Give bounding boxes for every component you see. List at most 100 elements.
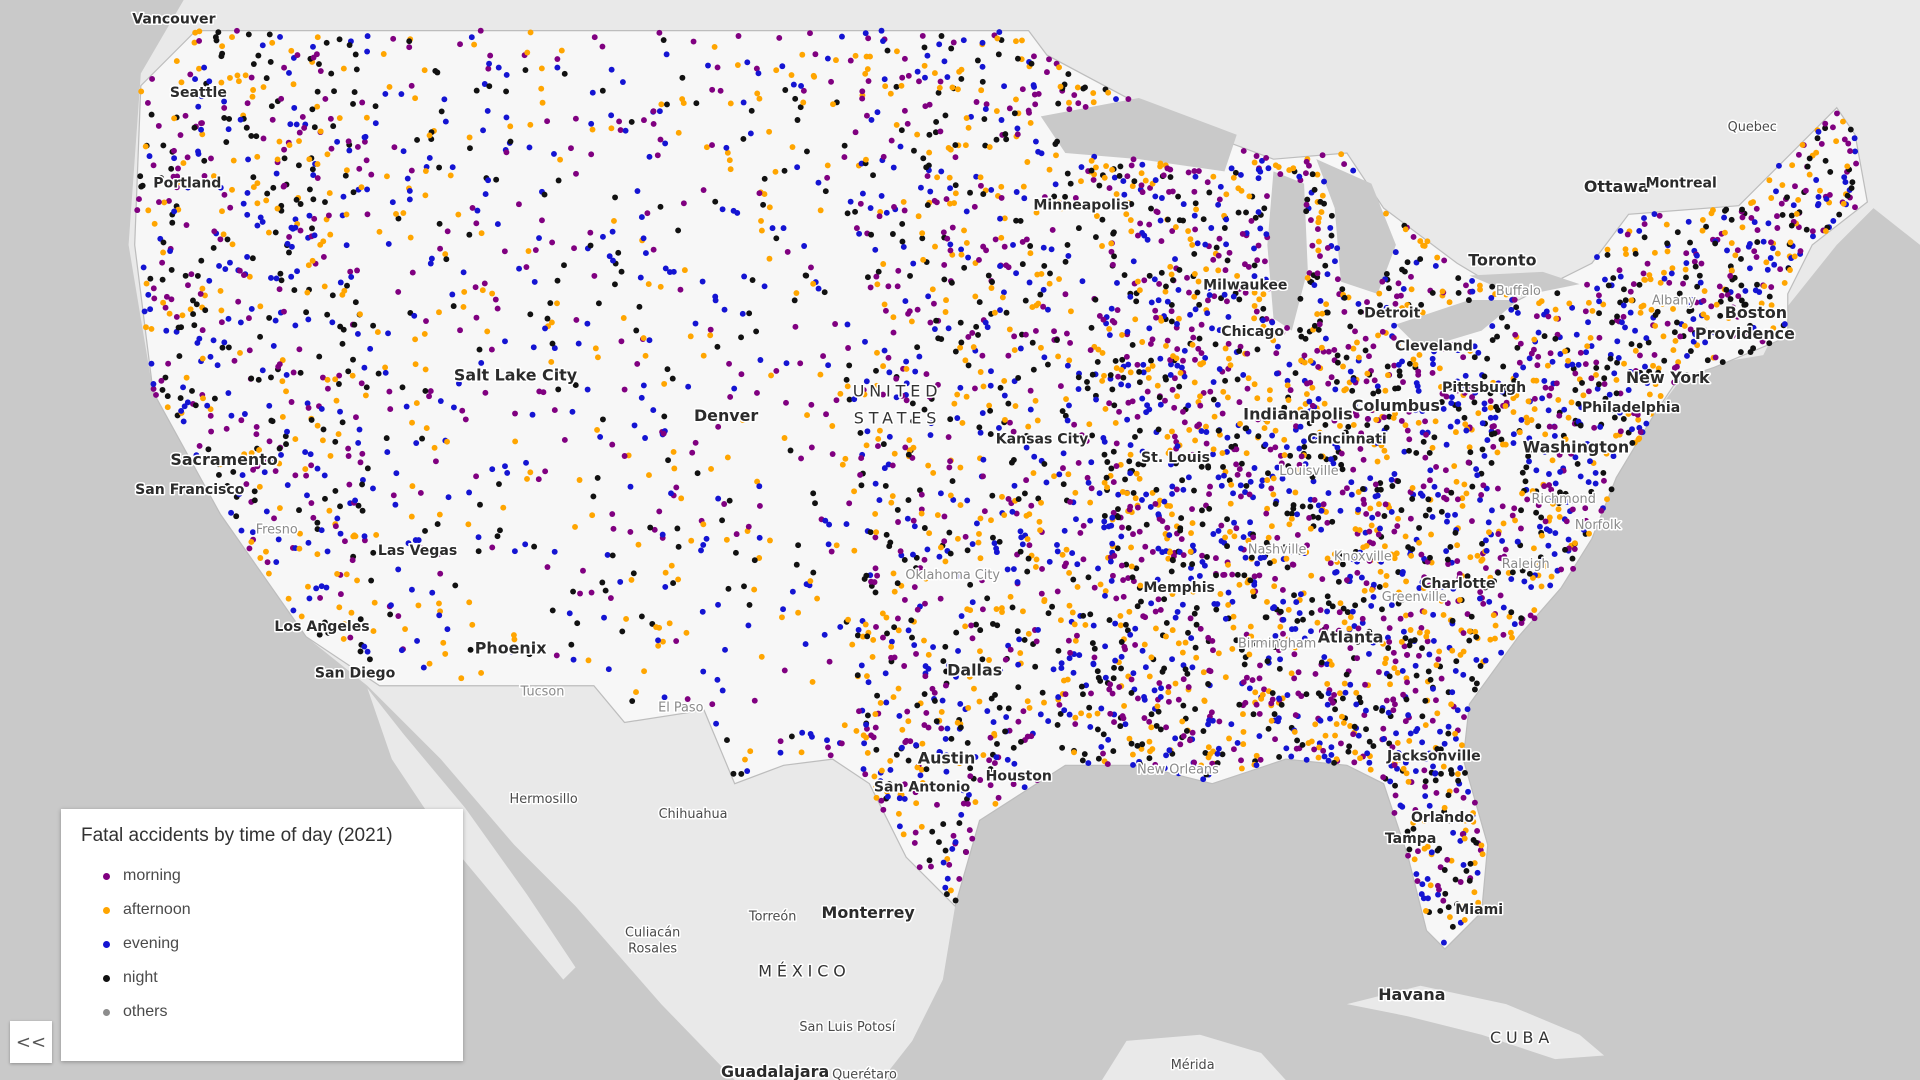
accident-dot <box>1363 726 1369 733</box>
accident-dot <box>1486 529 1492 536</box>
accident-dot <box>1353 689 1360 696</box>
accident-dot <box>769 225 776 232</box>
accident-dot <box>863 442 870 449</box>
accident-dot <box>1168 318 1175 325</box>
accident-dot <box>1287 452 1294 459</box>
accident-dot <box>1099 243 1105 249</box>
accident-dot <box>1506 613 1513 620</box>
accident-dot <box>1284 692 1291 698</box>
accident-dot <box>218 53 225 60</box>
accident-dot <box>1441 804 1448 811</box>
accident-dot <box>346 42 353 48</box>
accident-dot <box>992 800 999 807</box>
accident-dot <box>832 321 839 327</box>
accident-dot <box>202 307 209 314</box>
accident-dot <box>692 320 699 327</box>
accident-dot <box>1544 362 1551 369</box>
accident-dot <box>919 32 926 39</box>
accident-dot <box>364 33 371 40</box>
accident-dot <box>1134 278 1141 285</box>
accident-dot <box>609 511 616 517</box>
accident-dot <box>669 375 676 382</box>
accident-dot <box>924 202 931 209</box>
accident-dot <box>1738 297 1745 304</box>
accident-dot <box>243 481 250 487</box>
accident-dot <box>435 551 442 557</box>
accident-dot <box>761 191 768 198</box>
accident-dot <box>1426 506 1433 513</box>
accident-dot <box>1169 591 1176 597</box>
accident-dot <box>620 315 627 321</box>
accident-dot <box>852 129 859 136</box>
accident-dot <box>1841 174 1848 181</box>
accident-dot <box>886 543 893 550</box>
accident-dot <box>198 93 205 100</box>
accident-dot <box>1739 224 1746 231</box>
accident-dot <box>719 517 726 524</box>
accident-dot <box>1361 712 1368 719</box>
accident-dot <box>1437 864 1444 871</box>
accident-dot <box>781 667 788 674</box>
accident-dot <box>967 189 973 196</box>
accident-dot <box>1192 706 1199 713</box>
accident-dot <box>572 523 578 530</box>
accident-dot <box>1795 197 1802 203</box>
accident-dot <box>618 338 625 345</box>
accident-dot <box>1074 84 1081 91</box>
accident-dot <box>1028 502 1035 509</box>
accident-dot <box>1379 606 1385 613</box>
accident-dot <box>1061 677 1067 684</box>
accident-dot <box>395 215 402 222</box>
accident-dot <box>908 318 915 325</box>
accident-dot <box>1269 432 1276 439</box>
accident-dot <box>1444 518 1450 525</box>
accident-dot <box>1471 686 1478 693</box>
accident-dot <box>417 490 424 496</box>
accident-dot <box>535 476 542 483</box>
accident-dot <box>1444 812 1451 819</box>
accident-dot <box>1366 628 1373 635</box>
accident-dot <box>1186 289 1192 296</box>
accident-dot <box>915 213 922 220</box>
accident-dot <box>903 358 910 365</box>
accident-dot <box>1049 227 1056 233</box>
accident-dot <box>886 781 893 787</box>
accident-dot <box>798 83 804 89</box>
accident-dot <box>1523 464 1530 471</box>
accident-dot <box>1004 566 1011 573</box>
accident-dot <box>572 382 579 389</box>
accident-dot <box>1482 657 1489 664</box>
accident-dot <box>1414 878 1421 884</box>
accident-dot <box>436 220 443 227</box>
accident-dot <box>1322 262 1329 269</box>
accident-dot <box>1408 286 1415 293</box>
accident-dot <box>859 95 866 102</box>
accident-dot <box>962 142 969 149</box>
accident-dot <box>1054 588 1061 595</box>
accident-dot <box>928 420 935 427</box>
accident-dot <box>1146 325 1153 332</box>
accident-dot <box>1674 319 1680 326</box>
accident-dot <box>1019 86 1026 93</box>
accident-dot <box>457 327 463 334</box>
accident-dot <box>1390 334 1397 341</box>
accident-dot <box>1059 551 1066 558</box>
accident-dot <box>525 248 532 254</box>
accident-dot <box>983 247 990 254</box>
accident-dot <box>1415 419 1422 426</box>
accident-dot <box>1152 193 1159 200</box>
accident-dot <box>897 143 904 150</box>
accident-dot <box>276 460 283 467</box>
accident-dot <box>1225 355 1232 362</box>
accident-dot <box>1298 333 1305 340</box>
accident-dot <box>1240 741 1247 748</box>
accident-dot <box>1102 674 1109 681</box>
accident-dot <box>368 577 375 584</box>
accident-dot <box>337 591 344 598</box>
accident-dot <box>1254 257 1261 264</box>
accident-dot <box>1541 378 1548 384</box>
accident-dot <box>1419 408 1426 414</box>
accident-dot <box>1325 490 1332 497</box>
accident-dot <box>192 402 199 409</box>
